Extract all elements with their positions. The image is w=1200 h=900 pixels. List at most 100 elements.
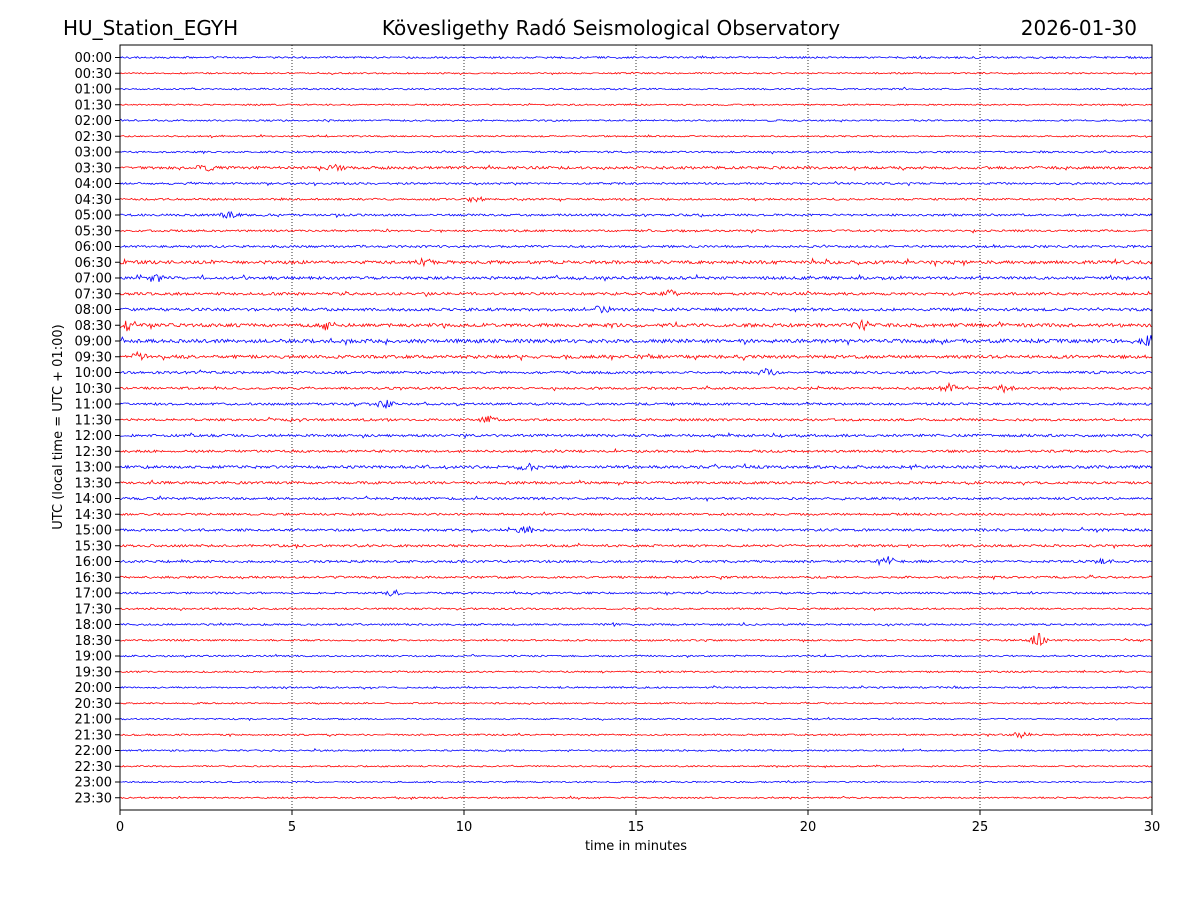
observatory-title: Kövesligethy Radó Seismological Observat…	[381, 16, 841, 40]
trace-0600	[119, 243, 1153, 249]
station-name: HU_Station_EGYH	[63, 16, 239, 40]
y-tick-label: 13:00	[75, 461, 112, 476]
y-tick-label: 16:30	[75, 571, 112, 586]
trace-1000	[119, 368, 1152, 376]
trace-2330	[119, 795, 1153, 801]
trace-0330	[119, 163, 1153, 172]
y-tick-label: 11:00	[75, 398, 112, 413]
trace-0830	[119, 318, 1153, 332]
x-tick-label: 20	[800, 820, 817, 835]
y-tick-label: 19:30	[75, 665, 112, 680]
y-tick-label: 14:00	[75, 492, 112, 507]
y-tick-label: 02:30	[75, 130, 112, 145]
x-tick-label: 0	[116, 820, 124, 835]
x-tick-label: 15	[628, 820, 645, 835]
y-tick-label: 06:00	[75, 240, 112, 255]
y-tick-label: 22:30	[75, 760, 112, 775]
y-tick-label: 04:30	[75, 193, 112, 208]
trace-0500	[119, 210, 1153, 219]
trace-0900	[119, 335, 1153, 347]
y-tick-label: 23:00	[75, 776, 112, 791]
y-tick-label: 08:30	[75, 319, 112, 334]
y-tick-label: 13:30	[75, 476, 112, 491]
trace-1600	[119, 556, 1152, 567]
trace-1530	[119, 542, 1153, 550]
trace-2230	[119, 764, 1153, 769]
x-tick-label: 30	[1144, 820, 1161, 835]
y-tick-label: 08:00	[75, 303, 112, 318]
trace-1130	[119, 415, 1153, 424]
y-tick-label: 03:30	[75, 161, 112, 176]
y-tick-label: 19:00	[75, 650, 112, 665]
y-tick-label: 15:30	[75, 539, 112, 554]
trace-1730	[119, 606, 1153, 612]
trace-2200	[119, 747, 1153, 753]
trace-1330	[119, 479, 1153, 486]
y-tick-label: 17:30	[75, 602, 112, 617]
x-axis-ticks: 0 5 10 15 20 25 30	[116, 810, 1160, 835]
trace-0100	[119, 86, 1153, 91]
x-tick-label: 10	[456, 820, 473, 835]
y-axis-label: UTC (local time = UTC + 01:00)	[51, 324, 66, 529]
y-tick-label: 01:00	[75, 83, 112, 98]
trace-1930	[119, 669, 1153, 674]
y-tick-label: 21:00	[75, 713, 112, 728]
trace-2300	[119, 779, 1153, 784]
y-tick-label: 05:30	[75, 224, 112, 239]
y-tick-label: 23:30	[75, 791, 112, 806]
y-tick-label: 09:00	[75, 335, 112, 350]
trace-1430	[119, 511, 1153, 517]
trace-0700	[119, 273, 1153, 282]
trace-2030	[119, 701, 1153, 705]
y-tick-label: 07:30	[75, 287, 112, 302]
trace-0530	[120, 228, 1153, 234]
trace-1500	[119, 525, 1153, 534]
trace-1830	[119, 633, 1153, 647]
trace-0300	[119, 149, 1153, 155]
trace-1030	[119, 381, 1153, 394]
trace-1800	[119, 621, 1153, 628]
trace-1200	[119, 431, 1153, 439]
trace-0630	[119, 257, 1153, 268]
y-tick-label: 03:00	[75, 146, 112, 161]
trace-1400	[119, 495, 1153, 502]
y-tick-label: 14:30	[75, 508, 112, 523]
y-tick-label: 01:30	[75, 98, 112, 113]
y-tick-label: 17:00	[75, 587, 112, 602]
y-tick-label: 20:30	[75, 697, 112, 712]
y-axis-ticks: 00:0000:3001:0001:3002:0002:3003:0003:30…	[75, 51, 120, 806]
y-tick-label: 18:00	[75, 618, 112, 633]
trace-2000	[119, 685, 1153, 690]
y-tick-label: 06:30	[75, 256, 112, 271]
y-tick-label: 04:00	[75, 177, 112, 192]
y-tick-label: 12:00	[75, 429, 112, 444]
y-tick-label: 20:00	[75, 681, 112, 696]
trace-1700	[119, 589, 1153, 597]
trace-1900	[119, 653, 1153, 659]
trace-0200	[119, 118, 1153, 123]
y-tick-label: 22:00	[75, 744, 112, 759]
y-tick-label: 21:30	[75, 728, 112, 743]
y-tick-label: 10:30	[75, 382, 112, 397]
y-tick-label: 07:00	[75, 272, 112, 287]
trace-0800	[119, 305, 1153, 314]
y-tick-label: 11:30	[75, 413, 112, 428]
x-tick-label: 5	[288, 820, 296, 835]
trace-0000	[119, 55, 1153, 60]
y-tick-label: 15:00	[75, 524, 112, 539]
trace-2130	[119, 731, 1153, 739]
x-tick-label: 25	[972, 820, 989, 835]
y-tick-label: 10:00	[75, 366, 112, 381]
y-tick-label: 12:30	[75, 445, 112, 460]
y-tick-label: 05:00	[75, 209, 112, 224]
trace-1230	[119, 447, 1153, 454]
trace-0230	[119, 133, 1153, 139]
trace-0430	[119, 195, 1153, 204]
y-tick-label: 16:00	[75, 555, 112, 570]
trace-1100	[119, 399, 1153, 409]
record-date: 2026-01-30	[1020, 16, 1137, 40]
y-tick-label: 02:00	[75, 114, 112, 129]
trace-0130	[119, 102, 1153, 107]
